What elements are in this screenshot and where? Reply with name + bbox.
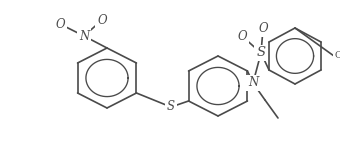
Text: O: O — [237, 29, 247, 43]
Text: S: S — [167, 100, 175, 114]
Text: CH$_3$: CH$_3$ — [334, 50, 340, 62]
Text: O: O — [97, 14, 107, 26]
Text: O: O — [258, 22, 268, 36]
Text: O: O — [55, 17, 65, 31]
Text: N: N — [248, 76, 258, 90]
Text: N: N — [79, 29, 89, 43]
Text: S: S — [256, 47, 266, 59]
